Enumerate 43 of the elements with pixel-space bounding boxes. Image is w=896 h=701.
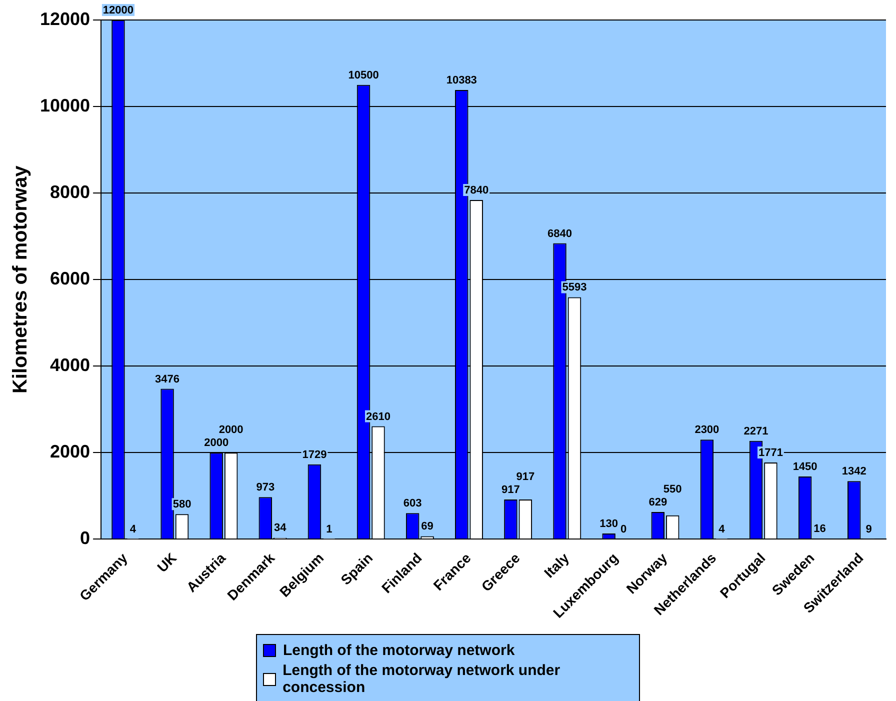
data-label: 69 (421, 520, 434, 533)
data-label: 16 (814, 523, 826, 536)
data-label: 2000 (204, 437, 229, 450)
y-tick-label: 0 (80, 528, 90, 548)
data-label: 10383 (446, 74, 477, 86)
data-label: 917 (502, 484, 520, 496)
data-label: 1 (326, 524, 332, 536)
y-tick-label: 12000 (40, 8, 90, 29)
data-label: 10500 (348, 69, 379, 82)
data-label: 34 (274, 522, 288, 534)
legend-label: Length of the motorway network (283, 642, 515, 659)
data-label: 9 (866, 523, 872, 536)
data-label: 550 (663, 483, 682, 496)
data-label: 1342 (842, 466, 866, 478)
data-label: 2000 (218, 424, 244, 436)
data-label: 917 (516, 471, 535, 484)
data-label: 130 (600, 518, 618, 530)
data-label: 2271 (744, 425, 768, 438)
y-tick-label: 8000 (50, 182, 90, 202)
data-label: 1729 (302, 448, 327, 461)
y-axis-title: Kilometres of motorway (10, 164, 32, 394)
data-label: 973 (256, 482, 275, 494)
data-label: 580 (172, 498, 192, 511)
y-tick-label: 2000 (50, 442, 90, 462)
data-label: 2610 (366, 410, 390, 423)
y-tick-label: 4000 (50, 355, 90, 376)
x-tick-label: UK (154, 550, 180, 576)
data-label: 6840 (548, 228, 572, 240)
data-label: 0 (620, 524, 627, 536)
data-label: 4 (130, 524, 137, 536)
data-label: 2300 (694, 424, 720, 436)
data-label: 1771 (758, 447, 783, 460)
legend-label: Length of the motorway network under concession (282, 662, 562, 696)
data-label: 4 (718, 524, 726, 536)
data-label: 7840 (464, 184, 489, 197)
y-tick-label: 6000 (50, 268, 90, 289)
y-tick-label: 10000 (40, 96, 90, 116)
data-label: 3476 (155, 373, 180, 386)
data-label: 603 (403, 498, 422, 510)
data-label: 629 (648, 496, 668, 508)
data-label: 12000 (102, 4, 134, 17)
data-label: 1450 (792, 460, 818, 473)
data-label: 5593 (562, 282, 587, 294)
